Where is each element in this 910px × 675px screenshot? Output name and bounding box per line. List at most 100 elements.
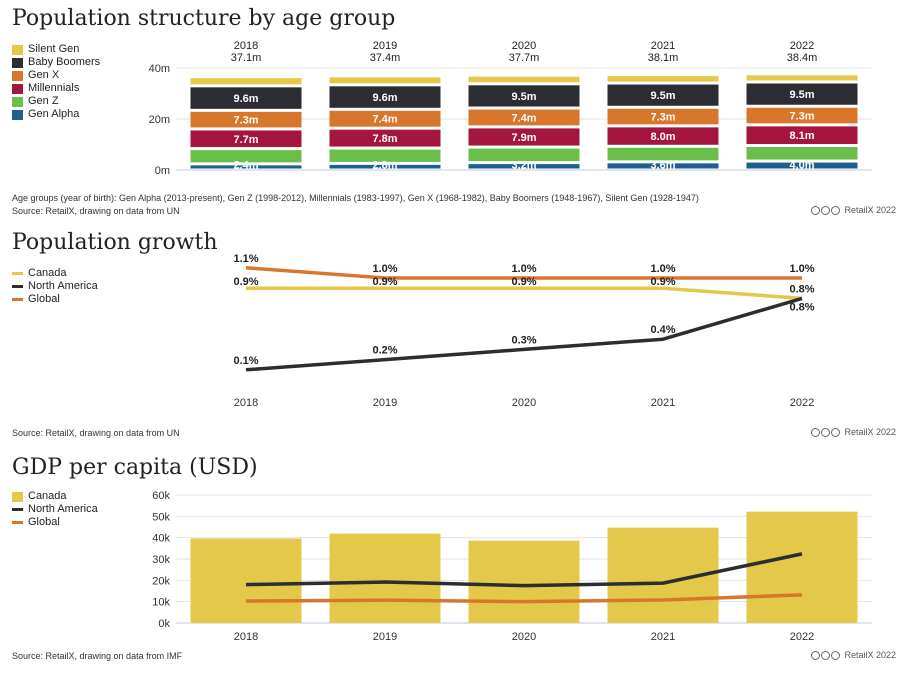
segment-label: 9.5m [511, 91, 536, 103]
gdp-chart-title: GDP per capita (USD) [12, 455, 258, 480]
gen-alpha-label: 4.0m [789, 159, 814, 171]
legend-item-gen-z: Gen Z [12, 95, 100, 108]
cc-license-icon [811, 427, 841, 437]
segment-label: 8.1m [789, 130, 814, 142]
total-label: 38.4m [787, 52, 818, 64]
legend-label: Global [28, 293, 60, 305]
bar-segment-baby-boomers [329, 86, 441, 108]
y-tick-label: 0k [158, 618, 170, 630]
growth-legend: Canada North America Global [12, 267, 98, 306]
age-structure-section: Population structure by age group Silent… [0, 0, 910, 225]
legend-swatch [12, 272, 23, 275]
gdp-bar [190, 538, 302, 623]
bar-segment-silent-gen [468, 76, 580, 83]
y-tick-label: 20k [152, 575, 170, 587]
data-label-canada: 0.9% [233, 276, 258, 288]
legend-label: Gen Z [28, 95, 59, 107]
series-line-north-america [245, 296, 803, 372]
legend-label: North America [28, 503, 98, 515]
x-category-label: 2019 [373, 397, 397, 409]
y-tick-label: 0m [155, 165, 170, 177]
data-label-global: 1.0% [372, 263, 397, 275]
legend-label: Canada [28, 490, 67, 502]
data-label-global: 1.0% [650, 263, 675, 275]
gdp-credit: RetailX 2022 [811, 650, 896, 660]
legend-item-millennials: Millennials [12, 82, 100, 95]
age-source: Source: RetailX, drawing on data from UN [12, 206, 180, 216]
legend-swatch [12, 298, 23, 301]
series-line-canada [246, 286, 803, 301]
bar-segment-gen-z [746, 147, 858, 160]
y-tick-label: 60k [152, 490, 170, 502]
bar-segment-gen-alpha [329, 164, 441, 169]
data-label-north-america: 0.4% [650, 324, 675, 336]
x-category-label: 2022 [790, 397, 814, 409]
gdp-bar [468, 540, 580, 623]
bar-segment-silent-gen [746, 75, 858, 81]
segment-label: 7.4m [511, 112, 536, 124]
data-label-north-america: 0.3% [511, 334, 536, 346]
bar-segment-gen-x [190, 111, 302, 128]
data-label-north-america: 0.2% [372, 345, 397, 357]
series-line-global [245, 266, 802, 280]
gdp-source: Source: RetailX, drawing on data from IM… [12, 651, 183, 661]
x-category-label: 2020 [512, 40, 536, 52]
legend-item-gen-x: Gen X [12, 69, 100, 82]
data-label-global: 1.0% [511, 263, 536, 275]
legend-swatch [12, 109, 23, 120]
gen-alpha-label: 2.4m [233, 159, 258, 171]
bar-segment-gen-z [329, 149, 441, 162]
segment-label: 9.5m [650, 90, 675, 102]
data-label-canada: 0.8% [789, 301, 814, 313]
bar-segment-silent-gen [607, 76, 719, 82]
y-tick-label: 30k [152, 554, 170, 566]
gen-alpha-label: 2.8m [372, 159, 397, 171]
x-category-label: 2020 [512, 397, 536, 409]
bar-segment-millennials [607, 127, 719, 145]
segment-label: 9.6m [372, 92, 397, 104]
segment-label: 7.3m [789, 111, 814, 123]
legend-item-north-america: North America [12, 280, 98, 293]
segment-label: 8.0m [650, 131, 675, 143]
bar-segment-gen-x [746, 107, 858, 124]
legend-label: Gen X [28, 69, 60, 81]
bar-segment-silent-gen [190, 78, 302, 85]
credit-text: RetailX 2022 [844, 427, 896, 437]
data-label-canada: 0.9% [511, 276, 536, 288]
cc-license-icon [811, 650, 841, 660]
gdp-legend: Canada North America Global [12, 490, 98, 529]
series-line-north-america [245, 552, 803, 588]
legend-swatch [12, 521, 23, 524]
cc-license-icon [811, 205, 841, 215]
age-chart-title: Population structure by age group [12, 6, 396, 31]
x-category-label: 2019 [373, 631, 397, 643]
total-label: 37.1m [231, 52, 262, 64]
segment-label: 7.3m [233, 115, 258, 127]
total-label: 37.7m [509, 52, 540, 64]
y-tick-label: 10k [152, 597, 170, 609]
growth-chart-title: Population growth [12, 230, 218, 255]
x-category-label: 2020 [512, 631, 536, 643]
x-category-label: 2021 [651, 631, 675, 643]
legend-item-north-america: North America [12, 503, 98, 516]
x-category-label: 2022 [790, 40, 814, 52]
segment-label: 7.8m [372, 133, 397, 145]
legend-label: Canada [28, 267, 67, 279]
segment-label: 7.3m [650, 112, 675, 124]
bar-segment-gen-alpha [190, 165, 302, 169]
y-tick-label: 40m [149, 63, 170, 75]
credit-text: RetailX 2022 [844, 205, 896, 215]
gdp-bar [329, 533, 441, 623]
y-tick-label: 50k [152, 511, 170, 523]
bar-segment-gen-x [607, 108, 719, 125]
x-category-label: 2021 [651, 397, 675, 409]
y-tick-label: 20m [149, 114, 170, 126]
segment-label: 7.7m [233, 134, 258, 146]
legend-swatch [12, 57, 23, 68]
bar-segment-baby-boomers [468, 85, 580, 107]
bar-segment-gen-alpha [468, 164, 580, 169]
legend-swatch [12, 83, 23, 94]
legend-label: North America [28, 280, 98, 292]
legend-label: Millennials [28, 82, 80, 94]
